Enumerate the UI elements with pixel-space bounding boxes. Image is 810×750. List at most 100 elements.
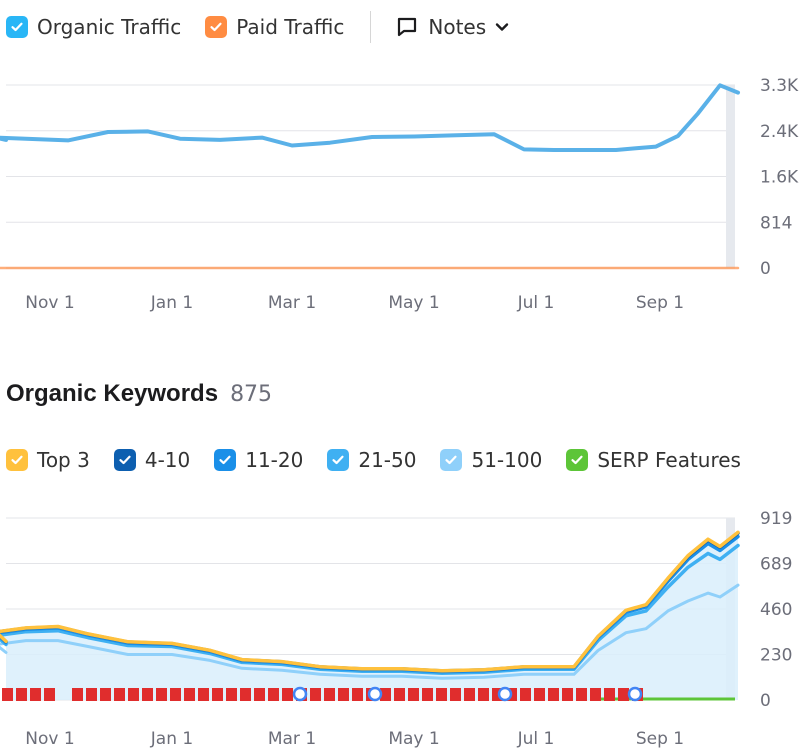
organic-keywords-heading: Organic Keywords 875 [6, 380, 272, 408]
keywords-legend: Top 3 4-10 11-20 21-50 51-100 SERP Featu… [6, 448, 741, 472]
event-marker [72, 688, 83, 701]
x-tick-label: Mar 1 [268, 729, 316, 749]
event-marker [590, 688, 601, 701]
event-marker [128, 688, 139, 701]
event-marker [352, 688, 363, 701]
x-tick-label: Sep 1 [636, 293, 684, 313]
checkbox-checked-icon[interactable] [440, 449, 463, 471]
google-update-icon [292, 686, 308, 702]
checkbox-checked-icon[interactable] [566, 449, 589, 471]
notes-label: Notes [428, 15, 487, 39]
event-marker [44, 688, 55, 701]
event-marker [324, 688, 335, 701]
event-marker [436, 688, 447, 701]
section-title: Organic Keywords [6, 380, 219, 407]
checkbox-checked-icon[interactable] [205, 16, 228, 38]
keywords-chart: 919 689 460 230 0 Nov 1 Jan 1 Mar 1 May 1 Jul 1 Se… [0, 509, 792, 749]
event-marker [254, 688, 265, 701]
event-marker [422, 688, 433, 701]
checkbox-checked-icon[interactable] [6, 16, 28, 38]
y-tick-label: 919 [760, 509, 792, 529]
event-marker [282, 688, 293, 701]
y-tick-label: 689 [760, 555, 792, 575]
x-tick-label: May 1 [388, 293, 439, 313]
google-update-icon [627, 686, 643, 702]
x-tick-label: May 1 [388, 729, 439, 749]
series-line-top-3 [0, 530, 740, 673]
x-tick-label: Jan 1 [150, 293, 193, 313]
event-marker [16, 688, 27, 701]
event-marker [226, 688, 237, 701]
event-marker [268, 688, 279, 701]
event-marker [170, 688, 181, 701]
event-marker [30, 688, 41, 701]
event-marker [338, 688, 349, 701]
y-tick-label: 0 [760, 691, 771, 711]
legend-label: 51-100 [471, 448, 543, 472]
y-tick-label: 460 [760, 600, 792, 620]
x-tick-label: Sep 1 [636, 729, 684, 749]
checkbox-checked-icon[interactable] [113, 449, 136, 471]
event-marker [2, 688, 13, 701]
chevron-down-icon [495, 23, 509, 31]
event-marker [492, 688, 503, 701]
legend-label: Organic Traffic [37, 15, 182, 39]
event-marker [142, 688, 153, 701]
legend-item-11-20[interactable]: 11-20 [214, 448, 303, 472]
event-marker [562, 688, 573, 701]
series-line-organic-traffic [0, 83, 740, 152]
x-tick-label: Nov 1 [25, 293, 74, 313]
legend-item-paid-traffic[interactable]: Paid Traffic [205, 15, 344, 39]
divider [370, 11, 372, 43]
legend-label: Paid Traffic [236, 15, 345, 39]
legend-label: 21-50 [358, 448, 417, 472]
x-tick-label: Jul 1 [517, 729, 555, 749]
legend-item-4-10[interactable]: 4-10 [113, 448, 191, 472]
event-marker [156, 688, 167, 701]
x-tick-label: Mar 1 [268, 293, 316, 313]
google-update-icon [367, 686, 383, 702]
legend-item-21-50[interactable]: 21-50 [327, 448, 416, 472]
x-tick-label: Nov 1 [25, 729, 74, 749]
notes-dropdown[interactable]: Notes [395, 15, 519, 39]
comment-icon [398, 17, 417, 37]
event-marker [240, 688, 251, 701]
event-marker [534, 688, 545, 701]
event-marker [520, 688, 531, 701]
checkbox-checked-icon[interactable] [214, 449, 237, 471]
event-marker [450, 688, 461, 701]
y-tick-label: 3.3K [760, 76, 799, 96]
event-marker [478, 688, 489, 701]
event-marker [464, 688, 475, 701]
event-marker [604, 688, 615, 701]
stacked-area-fill [0, 532, 738, 700]
checkbox-checked-icon[interactable] [6, 449, 28, 471]
event-marker [114, 688, 125, 701]
traffic-legend: Organic Traffic Paid Traffic Notes [6, 11, 519, 43]
keyword-count: 875 [230, 382, 273, 407]
y-tick-label: 2.4K [760, 122, 799, 142]
event-marker [100, 688, 111, 701]
legend-item-serp-features[interactable]: SERP Features [566, 448, 741, 472]
y-tick-label: 0 [760, 259, 771, 279]
event-marker [576, 688, 587, 701]
event-marker [198, 688, 209, 701]
legend-label: Top 3 [37, 448, 90, 472]
y-tick-label: 230 [760, 646, 792, 666]
legend-item-organic-traffic[interactable]: Organic Traffic [6, 15, 181, 39]
event-marker [618, 688, 629, 701]
event-marker [380, 688, 391, 701]
event-marker [212, 688, 223, 701]
series-line-51-100 [0, 583, 740, 680]
legend-label: SERP Features [597, 448, 741, 472]
x-tick-label: Jul 1 [517, 293, 555, 313]
traffic-chart: 3.3K 2.4K 1.6K 814 0 Nov 1 Jan 1 Mar 1 May 1 Jul … [0, 76, 799, 313]
legend-item-top-3[interactable]: Top 3 [6, 448, 90, 472]
event-marker [394, 688, 405, 701]
checkbox-checked-icon[interactable] [327, 449, 350, 471]
y-tick-label: 1.6K [760, 168, 799, 188]
legend-item-51-100[interactable]: 51-100 [440, 448, 542, 472]
legend-label: 4-10 [144, 448, 191, 472]
incomplete-period-band [726, 85, 735, 268]
event-marker [310, 688, 321, 701]
